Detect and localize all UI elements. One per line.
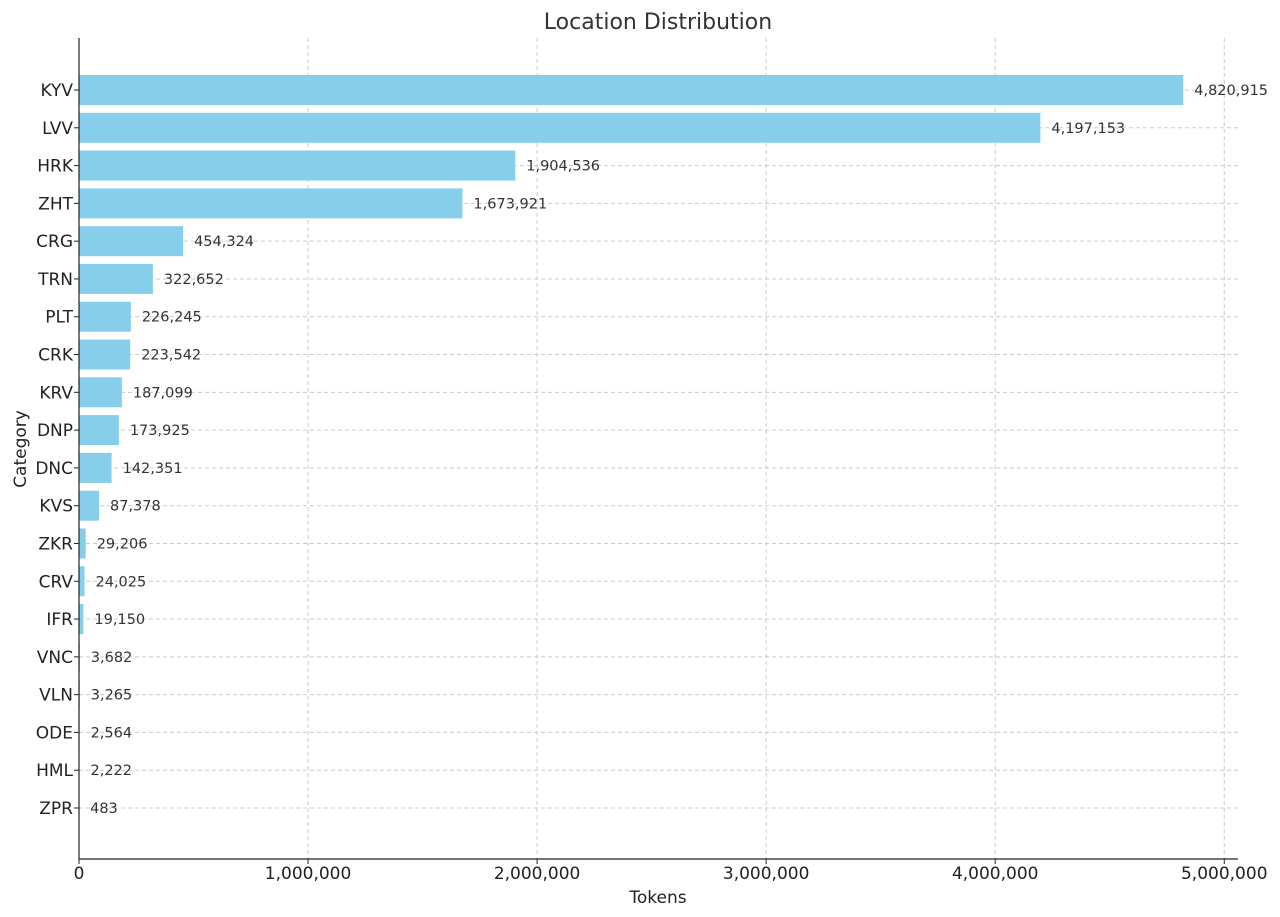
bar-crk [79, 339, 131, 370]
y-tick-label-ifr: IFR [46, 610, 73, 630]
data-label-trn: 322,652 [164, 272, 224, 288]
y-tick-label-trn: TRN [37, 270, 73, 290]
y-tick-label-krv: KRV [39, 383, 73, 403]
data-label-kyv: 4,820,915 [1194, 83, 1268, 99]
bar-plt [79, 301, 131, 332]
bar-trn [79, 263, 153, 294]
y-tick-label-ode: ODE [36, 723, 73, 743]
y-tick-label-dnp: DNP [37, 421, 73, 441]
y-tick-label-vnc: VNC [37, 648, 73, 668]
data-label-crk: 223,542 [141, 348, 201, 364]
y-tick-label-crk: CRK [38, 346, 74, 366]
bar-krv [79, 377, 122, 408]
y-tick-label-plt: PLT [45, 308, 73, 328]
data-label-ode: 2,564 [91, 725, 133, 741]
bar-hrk [79, 150, 516, 181]
y-tick-label-kvs: KVS [39, 497, 73, 517]
y-tick-label-zpr: ZPR [39, 799, 73, 819]
chart-title: Location Distribution [544, 10, 772, 35]
bars [79, 75, 1184, 824]
x-tick-label: 0 [74, 864, 85, 884]
y-axis-ticks: KYV LVV HRK ZHT CRG TRN PLT CRK KRV DNP DNC KVS ZKR C… [35, 81, 79, 819]
bar-crg [79, 226, 184, 257]
bar-dnp [79, 415, 119, 446]
x-axis-ticks: 0 1,000,000 2,000,000 3,000,000 4,000,000 5,0… [74, 859, 1268, 884]
data-label-ifr: 19,150 [94, 612, 145, 628]
data-label-crv: 24,025 [96, 574, 147, 590]
data-label-vln: 3,265 [91, 688, 133, 704]
y-tick-label-vln: VLN [39, 686, 73, 706]
data-label-zkr: 29,206 [97, 536, 148, 552]
x-tick-label: 5,000,000 [1181, 864, 1268, 884]
data-label-dnp: 173,925 [130, 423, 190, 439]
bar-dnc [79, 452, 112, 483]
y-axis-label: Category [11, 410, 31, 488]
x-tick-label: 1,000,000 [265, 864, 352, 884]
bar-zkr [79, 528, 86, 559]
data-label-plt: 226,245 [142, 310, 202, 326]
y-tick-label-kyv: KYV [40, 81, 73, 101]
bar-kyv [79, 75, 1184, 105]
bar-kvs [79, 490, 100, 521]
y-tick-label-dnc: DNC [35, 459, 73, 479]
y-tick-label-lvv: LVV [42, 119, 73, 139]
data-label-kvs: 87,378 [110, 499, 161, 515]
x-axis-label: Tokens [628, 888, 686, 908]
data-label-vnc: 3,682 [91, 650, 133, 666]
y-tick-label-crv: CRV [39, 572, 74, 592]
y-tick-label-crg: CRG [36, 232, 73, 252]
data-label-zpr: 483 [90, 801, 118, 817]
y-tick-label-zkr: ZKR [38, 534, 73, 554]
bar-crv [79, 566, 85, 597]
bar-lvv [79, 112, 1041, 143]
data-label-dnc: 142,351 [123, 461, 183, 477]
data-label-zht: 1,673,921 [473, 196, 547, 212]
y-tick-label-zht: ZHT [38, 194, 73, 214]
data-label-crg: 454,324 [194, 234, 254, 250]
x-tick-label: 4,000,000 [952, 864, 1039, 884]
x-tick-label: 2,000,000 [494, 864, 581, 884]
y-tick-label-hrk: HRK [37, 157, 74, 177]
data-label-hrk: 1,904,536 [526, 159, 600, 175]
data-label-krv: 187,099 [133, 385, 193, 401]
data-label-lvv: 4,197,153 [1051, 121, 1125, 137]
y-tick-label-hml: HML [36, 761, 73, 781]
bar-ifr [79, 604, 84, 635]
x-tick-label: 3,000,000 [723, 864, 810, 884]
data-label-hml: 2,222 [91, 763, 133, 779]
bar-zht [79, 188, 463, 219]
data-labels: 4,820,915 4,197,153 1,904,536 1,673,921 454,… [90, 83, 1268, 817]
